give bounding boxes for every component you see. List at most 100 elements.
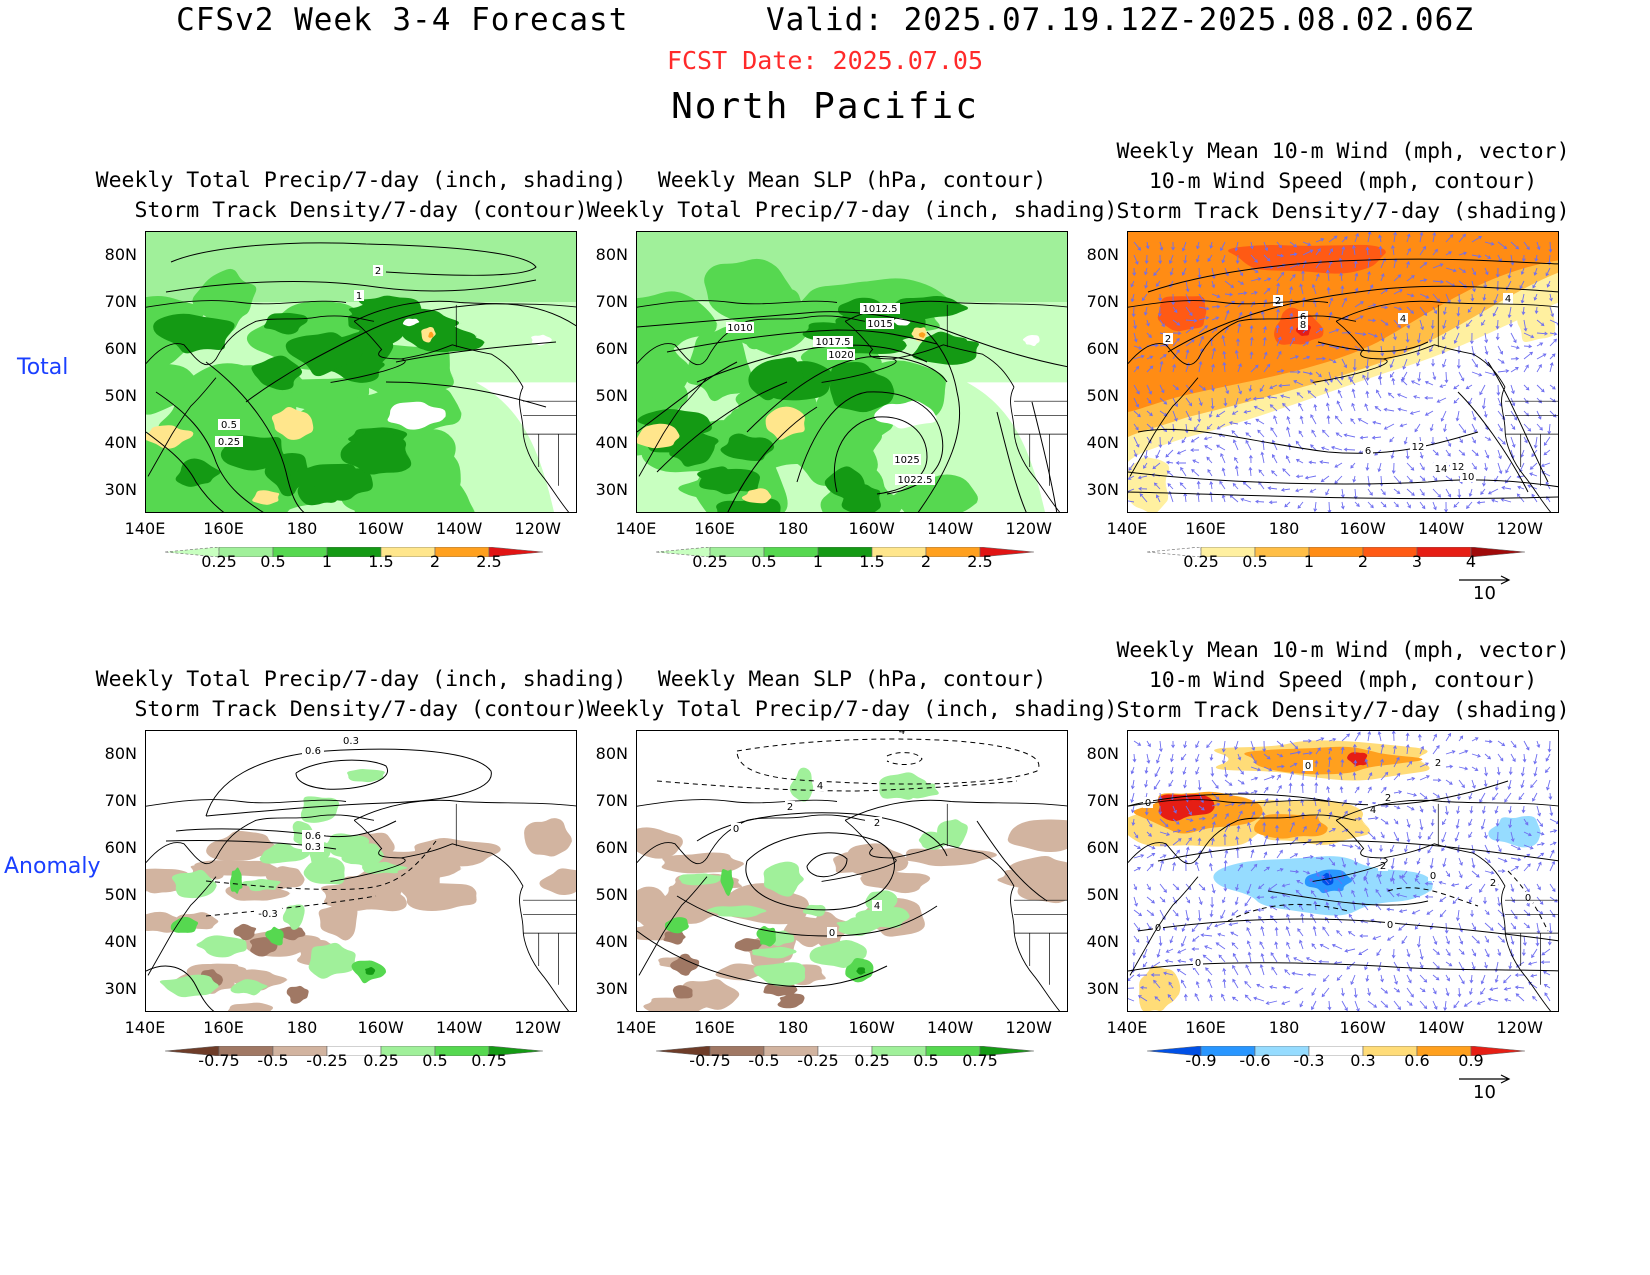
precip-area bbox=[918, 332, 926, 338]
precip-anomaly-area bbox=[802, 904, 826, 917]
longitude-label: 160W bbox=[1339, 1018, 1386, 1037]
longitude-label: 180 bbox=[286, 519, 318, 538]
contour-label: 0 bbox=[1387, 920, 1393, 931]
precip-area bbox=[637, 291, 718, 351]
contour-label: 2 bbox=[874, 818, 880, 829]
colorbar-tick-label: 0.5 bbox=[1242, 552, 1268, 571]
contour-label: 0.6 bbox=[305, 746, 321, 757]
contour-label: 0 bbox=[1195, 958, 1201, 969]
longitude-label: 140E bbox=[1106, 1018, 1148, 1037]
precip-area bbox=[146, 425, 194, 449]
coastline bbox=[637, 300, 1067, 512]
latitude-label: 50N bbox=[104, 884, 137, 904]
precip-area bbox=[175, 458, 223, 487]
precip-anomaly-area bbox=[661, 852, 746, 874]
precip-area bbox=[389, 429, 456, 500]
latitude-label: 40N bbox=[104, 432, 137, 452]
panel-title-line: Storm Track Density/7-day (shading) bbox=[1116, 698, 1570, 723]
precip-anomaly-area bbox=[303, 857, 345, 885]
storm-anomaly-area bbox=[1347, 752, 1368, 766]
contour-lines bbox=[1128, 258, 1558, 500]
precip-anomaly-area bbox=[856, 967, 866, 975]
region-title: North Pacific bbox=[671, 86, 979, 127]
colorbar bbox=[157, 1041, 549, 1057]
contour-lines bbox=[205, 840, 437, 917]
reference-vector-arrow bbox=[1459, 575, 1511, 585]
longitude-label: 140W bbox=[926, 1018, 974, 1037]
precip-anomaly-area bbox=[265, 926, 284, 946]
contour-label: 4 bbox=[899, 731, 905, 737]
contour-label: 0.3 bbox=[305, 842, 321, 853]
map-total-slp: 1012.5 1015 1010 1017.5 1020 1025 1022.5 bbox=[636, 231, 1068, 513]
longitude-label: 140W bbox=[435, 519, 483, 538]
colorbar-tick-label: -0.75 bbox=[689, 1051, 731, 1070]
precip-area bbox=[402, 318, 420, 327]
colorbar-tick-label: 1 bbox=[1303, 552, 1315, 571]
precip-anomaly-area bbox=[809, 939, 867, 968]
latitude-label: 40N bbox=[104, 931, 137, 951]
precip-anomaly-area bbox=[997, 869, 1064, 891]
precip-area bbox=[402, 318, 477, 350]
colorbar-tick-label: 4 bbox=[1465, 552, 1477, 571]
contour-label: 12 bbox=[1452, 462, 1465, 473]
precip-anomaly-area bbox=[242, 878, 281, 892]
latitude-label: 40N bbox=[1086, 931, 1119, 951]
latitude-label: 70N bbox=[595, 291, 628, 311]
latitude-label: 40N bbox=[1086, 432, 1119, 452]
colorbar-tick-label: 2 bbox=[429, 552, 441, 571]
contour-label: 2 bbox=[1490, 878, 1496, 889]
colorbar-cell bbox=[655, 546, 711, 558]
longitude-label: 120W bbox=[514, 519, 561, 538]
precip-area bbox=[741, 488, 773, 504]
latitude-label: 70N bbox=[1086, 291, 1119, 311]
latitude-label: 80N bbox=[104, 244, 137, 264]
contour-label: 2 bbox=[1435, 758, 1441, 769]
colorbar-svg bbox=[1146, 546, 1526, 558]
precip-anomaly-area bbox=[227, 1002, 274, 1011]
precip-area bbox=[271, 407, 314, 440]
precip-anomaly-area bbox=[362, 861, 411, 874]
precip-anomaly-area bbox=[159, 974, 221, 998]
panel-title-line: Weekly Mean 10-m Wind (mph, vector) bbox=[1116, 638, 1570, 663]
precip-anomaly-area bbox=[670, 953, 700, 976]
precip-area bbox=[146, 361, 204, 415]
precip-anomaly-area bbox=[833, 851, 871, 874]
storm-density-area bbox=[1517, 299, 1556, 343]
longitude-label: 160W bbox=[848, 1018, 895, 1037]
colorbar-tick-label: -0.25 bbox=[306, 1051, 348, 1070]
contour-lines bbox=[1128, 780, 1558, 972]
contour-label: 1015 bbox=[867, 319, 892, 330]
latitude-label: 60N bbox=[595, 338, 628, 358]
colorbar-cell bbox=[1470, 1045, 1526, 1057]
precip-anomaly-area bbox=[836, 917, 882, 936]
precip-anomaly-area bbox=[282, 904, 305, 930]
precip-anomaly-area bbox=[678, 873, 725, 886]
precip-area bbox=[387, 401, 447, 430]
longitude-label: 180 bbox=[777, 1018, 809, 1037]
contour-label: 6 bbox=[1300, 312, 1306, 323]
latitude-label: 50N bbox=[1086, 884, 1119, 904]
precip-anomaly-area bbox=[229, 867, 243, 894]
contour-label: 2 bbox=[787, 802, 793, 813]
precip-area bbox=[314, 467, 374, 501]
contour-label: -0.3 bbox=[258, 909, 278, 920]
contour-label: 4 bbox=[817, 781, 823, 792]
longitude-label: 140E bbox=[124, 1018, 166, 1037]
colorbar-tick-label: 0.25 bbox=[201, 552, 237, 571]
panel-title-line: Storm Track Density/7-day (contour) bbox=[134, 198, 588, 223]
longitude-label: 160W bbox=[357, 519, 404, 538]
colorbar-tick-label: 1 bbox=[321, 552, 333, 571]
precip-anomaly-area bbox=[904, 848, 1000, 867]
latitude-label: 50N bbox=[595, 884, 628, 904]
latitude-label: 50N bbox=[595, 385, 628, 405]
longitude-label: 160E bbox=[203, 1018, 244, 1037]
precip-anomaly-area bbox=[170, 916, 199, 933]
wind-vectors bbox=[1128, 731, 1558, 1011]
row-label-total: Total bbox=[17, 355, 69, 380]
colorbar-tick-label: -0.25 bbox=[797, 1051, 839, 1070]
longitude-label: 180 bbox=[1268, 1018, 1300, 1037]
longitude-label: 160E bbox=[203, 519, 244, 538]
precip-anomaly-area bbox=[233, 923, 257, 941]
contour-label: 6 bbox=[1365, 446, 1371, 457]
precip-area bbox=[153, 313, 235, 354]
